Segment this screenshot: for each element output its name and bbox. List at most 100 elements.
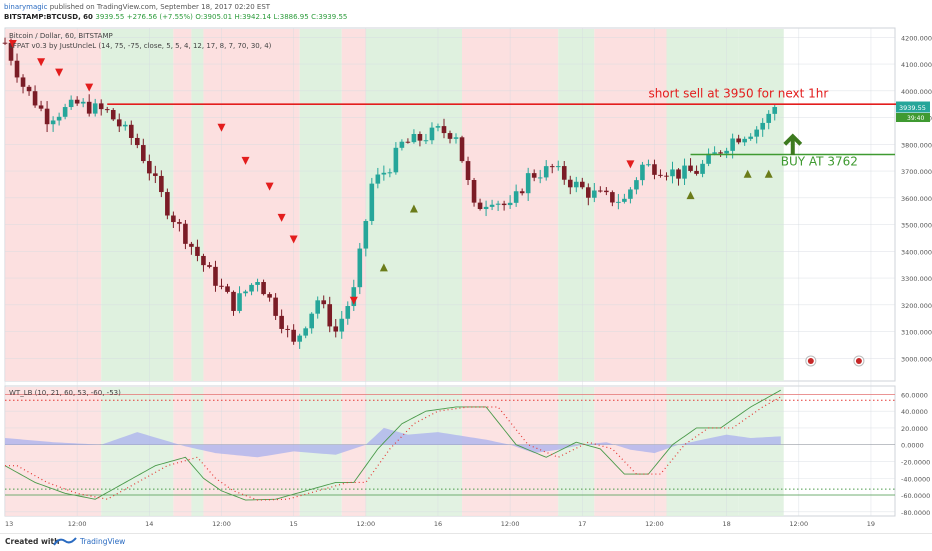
- buy-signal-marker: [409, 204, 418, 213]
- candle-bear: [147, 161, 152, 174]
- candle-bear: [441, 126, 447, 134]
- candle-bull: [646, 164, 651, 166]
- buy-signal-marker: [379, 263, 388, 272]
- trend-zone-bear: [173, 29, 192, 381]
- candle-bear: [610, 192, 615, 203]
- candle-bull: [724, 150, 729, 154]
- osc-axis-label: 40.0000: [901, 408, 928, 416]
- candle-bear: [219, 285, 224, 287]
- candle-bear: [694, 170, 699, 174]
- sell-signal-marker: [37, 58, 46, 67]
- candle-bear: [652, 164, 657, 175]
- candle-bear: [86, 101, 92, 114]
- candle-bear: [20, 77, 26, 87]
- price-axis-label: 4100.000: [901, 61, 932, 69]
- candle-bear: [459, 137, 465, 162]
- candle-bear: [417, 134, 423, 141]
- created-with-label: Created with: [5, 537, 60, 546]
- candle-bull: [50, 120, 56, 125]
- sell-signal-marker: [289, 235, 298, 244]
- tradingview-link[interactable]: TradingView: [80, 537, 126, 546]
- trend-zone-bull: [666, 29, 739, 381]
- osc-trend-zone-bear: [341, 387, 366, 516]
- buy-signal-marker: [743, 169, 752, 178]
- candle-bear: [116, 119, 122, 127]
- price-axis-label: 3700.000: [901, 168, 932, 176]
- osc-axis-label: -80.0000: [901, 509, 930, 517]
- candle-bear: [171, 215, 176, 223]
- time-axis-label: 12:00: [789, 520, 808, 528]
- candle-bull: [249, 284, 254, 292]
- candle-bull: [423, 140, 429, 142]
- osc-trend-zone-bull: [101, 387, 174, 516]
- candle-bear: [579, 181, 585, 188]
- trend-zone-bull: [738, 29, 784, 381]
- trading-chart[interactable]: short sell at 3950 for next 1hr BUY AT 37…: [0, 24, 932, 533]
- trend-zone-bull: [299, 29, 342, 381]
- candle-bull: [255, 282, 260, 285]
- candle-bear: [110, 109, 116, 120]
- close-value: C:3939.55: [311, 13, 348, 21]
- candle-bull: [243, 291, 248, 294]
- candle-bull: [495, 203, 501, 205]
- osc-axis-label: 20.0000: [901, 425, 928, 433]
- price-axis-label: 3800.000: [901, 141, 932, 149]
- time-axis-label: 19: [867, 520, 875, 528]
- candle-bull: [640, 164, 645, 181]
- candle-bull: [381, 172, 387, 175]
- last-price-badge: [896, 101, 930, 113]
- chart-header: binarymagic published on TradingView.com…: [0, 0, 932, 24]
- osc-histogram: [5, 427, 781, 458]
- time-axis-label: 12:00: [212, 520, 231, 528]
- candle-bear: [736, 138, 741, 143]
- candle-bear: [153, 173, 158, 176]
- candle-bull: [92, 103, 98, 114]
- sell-signal-marker: [8, 40, 17, 49]
- last-price-badge-text: 3939.55: [899, 104, 926, 112]
- time-axis-label: 12:00: [356, 520, 375, 528]
- buy-arrow-head-icon: [783, 133, 803, 146]
- candle-bull: [363, 220, 369, 249]
- author-link[interactable]: binarymagic: [4, 3, 48, 11]
- osc-trend-zone-bull: [365, 387, 463, 516]
- chart-title: Bitcoin / Dollar, 60, BITSTAMP: [9, 32, 113, 40]
- candle-bull: [489, 204, 495, 207]
- time-axis-label: 12:00: [68, 520, 87, 528]
- candle-bear: [333, 326, 339, 332]
- candle-bear: [177, 222, 182, 224]
- candle-bull: [616, 201, 621, 203]
- candle-bear: [447, 133, 453, 139]
- trend-zone-bull: [101, 29, 174, 381]
- osc-trend-zone-bear: [173, 387, 192, 516]
- candle-bull: [730, 138, 735, 151]
- candle-bull: [543, 166, 549, 178]
- time-axis-label: 18: [722, 520, 730, 528]
- price-axis-label: 3000.000: [901, 355, 932, 363]
- candle-bear: [321, 300, 327, 305]
- time-axis-label: 16: [434, 520, 442, 528]
- event-flag-dot-icon: [855, 357, 862, 364]
- candle-bull: [772, 107, 778, 114]
- candle-bear: [604, 190, 609, 193]
- candle-bull: [634, 180, 639, 190]
- short-sell-annotation: short sell at 3950 for next 1hr: [648, 87, 828, 101]
- candle-bear: [2, 42, 8, 44]
- sell-signal-marker: [85, 83, 94, 92]
- candle-bull: [375, 174, 381, 184]
- candle-bear: [32, 91, 38, 106]
- candle-bear: [519, 191, 525, 194]
- candle-bull: [700, 163, 705, 174]
- candle-bear: [664, 175, 669, 177]
- candle-bear: [586, 187, 591, 198]
- candle-bear: [471, 179, 477, 203]
- price-axis-label: 3100.000: [901, 329, 932, 337]
- candle-bull: [62, 107, 68, 117]
- open-value: O:3905.01: [195, 13, 233, 21]
- candle-bull: [507, 202, 513, 206]
- trend-zone-bull: [558, 29, 595, 381]
- candle-bear: [676, 169, 681, 179]
- osc-trend-zone-bull: [191, 387, 204, 516]
- candle-bear: [189, 243, 194, 247]
- candle-bull: [555, 166, 561, 168]
- candle-bear: [285, 328, 290, 330]
